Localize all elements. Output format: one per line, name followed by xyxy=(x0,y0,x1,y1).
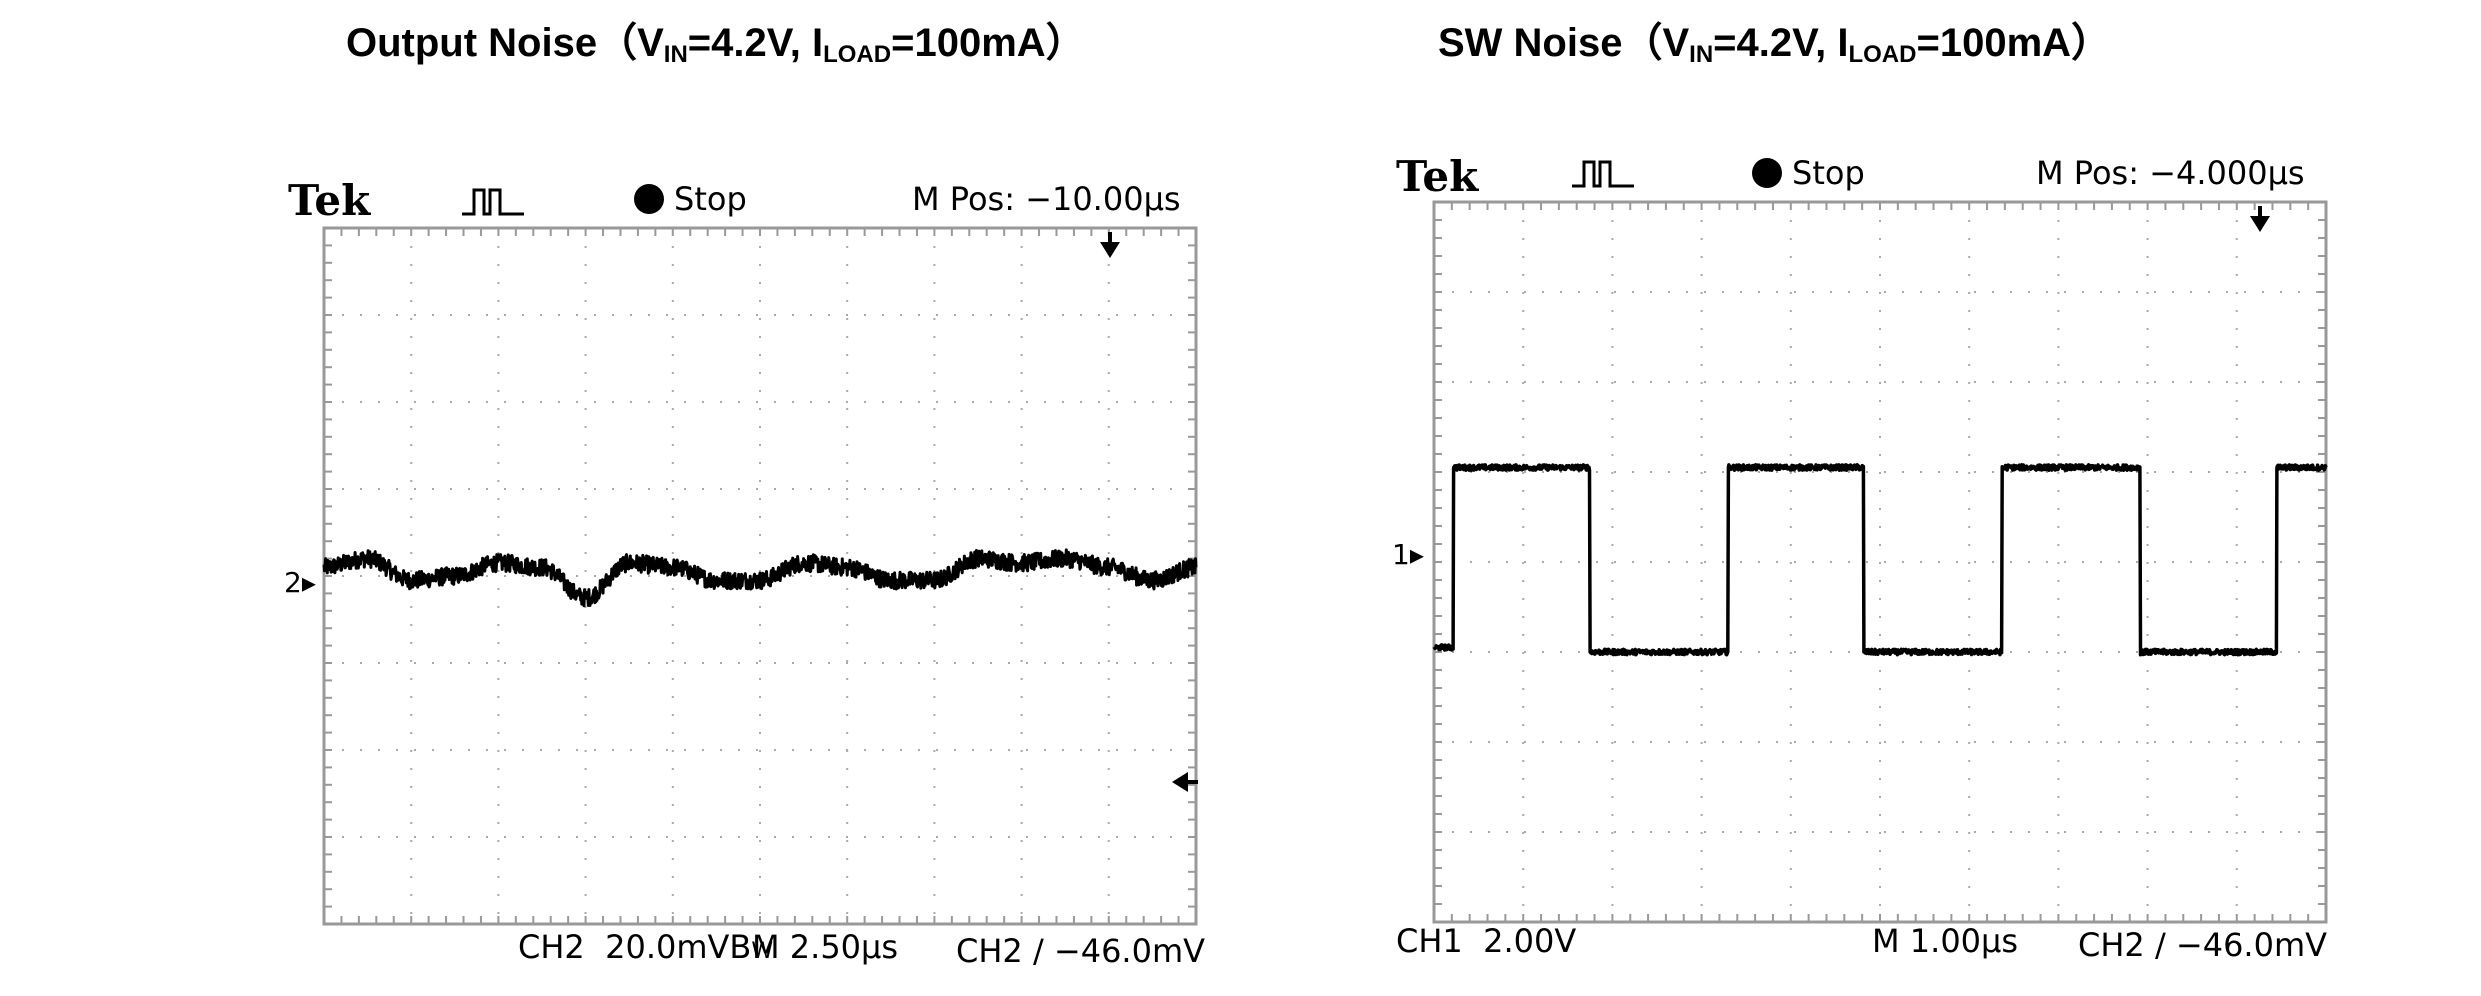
acquisition-status: Stop xyxy=(634,180,747,218)
trigger-position-arrow xyxy=(2250,206,2270,232)
trigger-readout: CH2 ∕ −46.0mV xyxy=(956,932,1206,970)
channel-scale-readout: CH2 20.0mVBW xyxy=(518,928,774,966)
acquisition-status: Stop xyxy=(1752,154,1865,192)
trigger-readout: CH2 ∕ −46.0mV xyxy=(2078,926,2328,964)
timebase-readout: M 2.50µs xyxy=(752,928,899,966)
trigger-position-arrow xyxy=(1100,232,1120,258)
trigger-pulse-icon xyxy=(462,188,524,216)
waveform-trace xyxy=(1432,463,2328,657)
scope-panel-1 xyxy=(322,226,1198,926)
mpos-readout: M Pos: −4.000µs xyxy=(2036,154,2305,192)
chart-title-output-noise: Output Noise（VIN=4.2V, ILOAD=100mA） xyxy=(346,21,1086,68)
tek-logo: Tek xyxy=(1396,152,1479,201)
stop-dot-icon xyxy=(1752,158,1782,188)
graticule xyxy=(1432,200,2328,924)
scope-panel-2 xyxy=(1432,200,2328,924)
trigger-pulse-icon xyxy=(1572,160,1634,188)
tek-logo: Tek xyxy=(288,176,371,225)
chart-title-sw-noise: SW Noise（VIN=4.2V, ILOAD=100mA） xyxy=(1438,21,2112,68)
trigger-level-arrow xyxy=(1172,772,1198,792)
channel-2-marker: 2▸ xyxy=(284,566,316,599)
mpos-readout: M Pos: −10.00µs xyxy=(912,180,1181,218)
stop-dot-icon xyxy=(634,184,664,214)
channel-1-marker: 1▸ xyxy=(1392,538,1424,571)
channel-scale-readout: CH1 2.00V xyxy=(1396,922,1577,960)
waveform-trace xyxy=(322,548,1198,608)
timebase-readout: M 1.00µs xyxy=(1872,922,2019,960)
